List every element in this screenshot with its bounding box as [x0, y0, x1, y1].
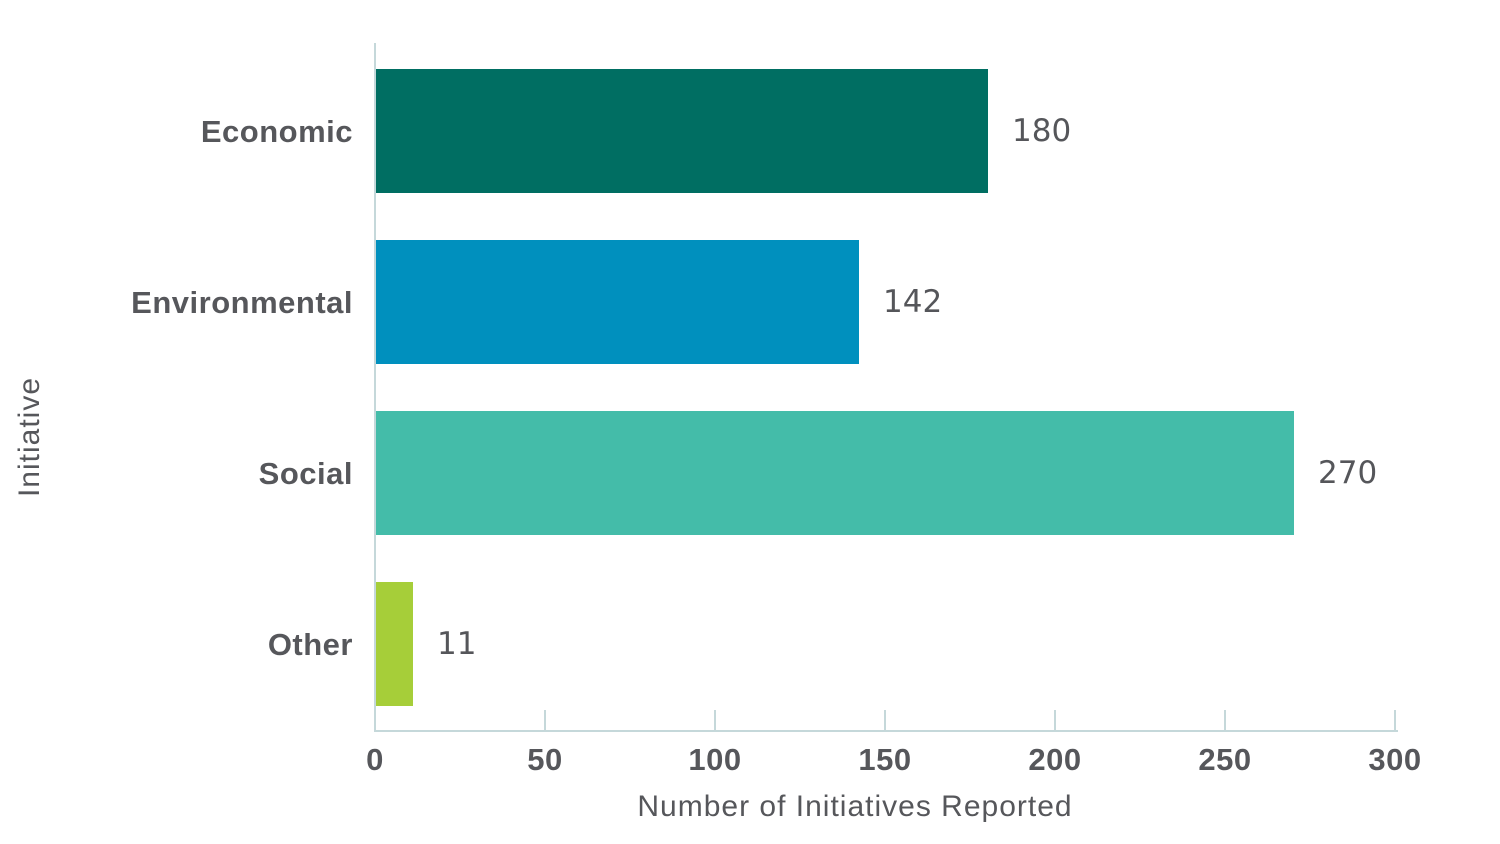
x-tick-mark [714, 710, 716, 730]
category-label: Social [258, 456, 353, 491]
x-tick-mark [1394, 710, 1396, 730]
y-axis-title: Initiative [13, 376, 46, 498]
x-tick-label: 300 [1368, 742, 1422, 777]
x-tick-label: 100 [688, 742, 742, 777]
value-label: 142 [883, 284, 943, 320]
bar-social [376, 411, 1294, 535]
category-label: Economic [200, 114, 353, 149]
x-tick-mark [1054, 710, 1056, 730]
x-tick-mark [1224, 710, 1226, 730]
bar-other [376, 582, 413, 706]
x-axis-line [374, 730, 1398, 732]
value-label: 180 [1012, 113, 1072, 149]
x-tick-mark [884, 710, 886, 730]
x-tick-label: 0 [366, 742, 384, 777]
value-label: 11 [437, 626, 477, 662]
x-tick-mark [374, 710, 376, 730]
bar-economic [376, 69, 988, 193]
x-tick-label: 150 [858, 742, 912, 777]
bar-environmental [376, 240, 859, 364]
x-axis-title: Number of Initiatives Reported [637, 790, 1073, 823]
x-tick-label: 50 [527, 742, 563, 777]
x-tick-mark [544, 710, 546, 730]
category-label: Other [267, 627, 353, 662]
x-tick-label: 200 [1028, 742, 1082, 777]
category-label: Environmental [131, 285, 353, 320]
x-tick-label: 250 [1198, 742, 1252, 777]
y-axis-line [374, 43, 376, 730]
value-label: 270 [1318, 455, 1378, 491]
